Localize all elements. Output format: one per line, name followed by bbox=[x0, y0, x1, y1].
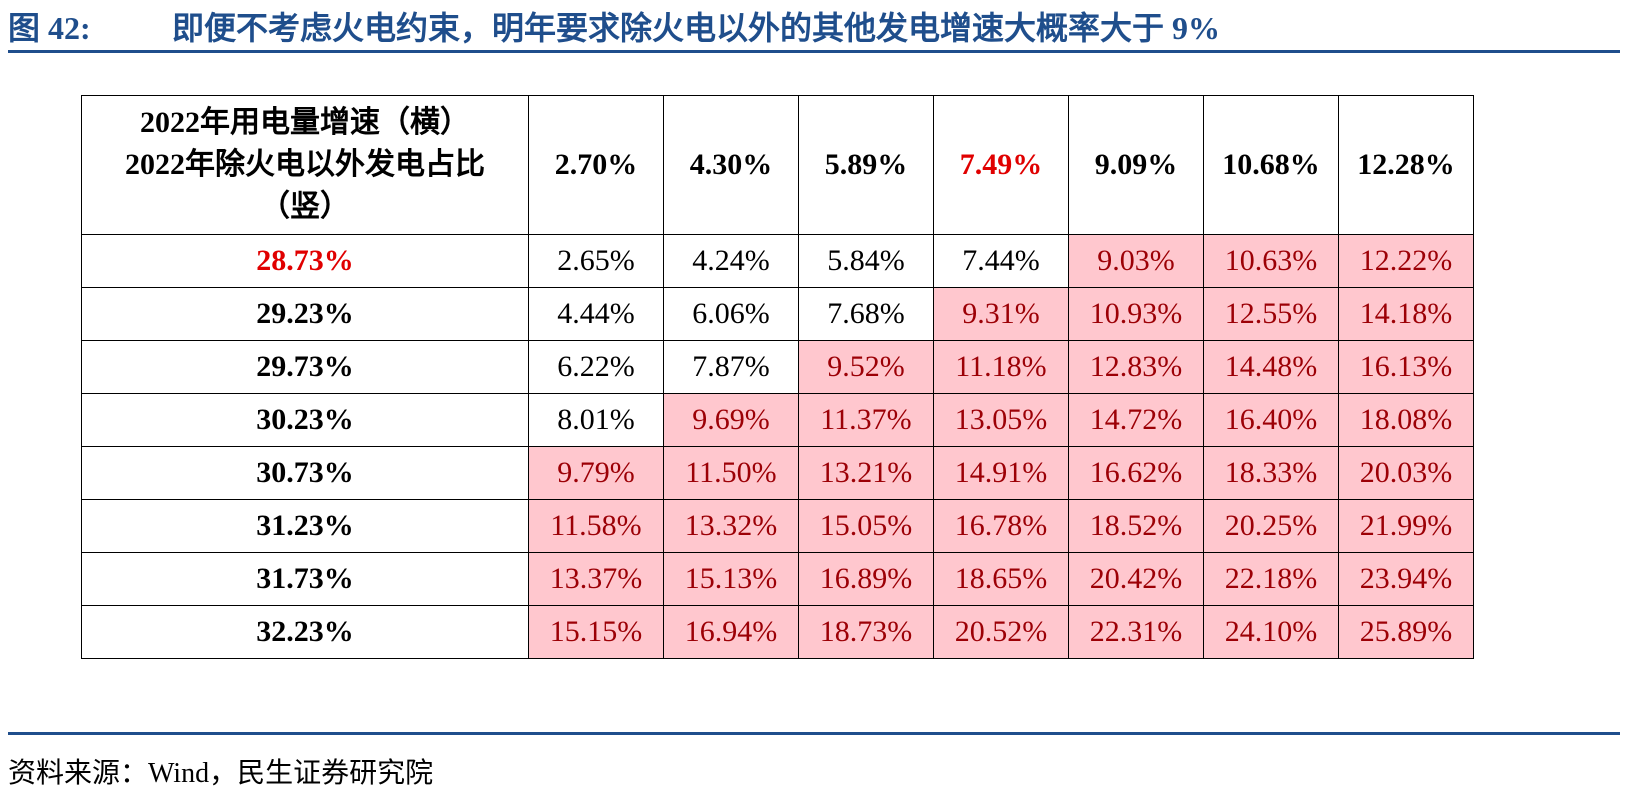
table-cell-r5-c0: 11.58% bbox=[528, 499, 664, 553]
table-cell-r5-c5: 20.25% bbox=[1203, 499, 1339, 553]
table-cell-r7-c3: 20.52% bbox=[933, 605, 1069, 659]
table-cell-r5-c3: 16.78% bbox=[933, 499, 1069, 553]
table-cell-r6-c6: 23.94% bbox=[1338, 552, 1474, 606]
row-header-7: 32.23% bbox=[81, 605, 529, 659]
table-cell-r4-c6: 20.03% bbox=[1338, 446, 1474, 500]
row-header-5: 31.23% bbox=[81, 499, 529, 553]
column-header-5: 10.68% bbox=[1203, 95, 1339, 235]
table-cell-r2-c1: 7.87% bbox=[663, 340, 799, 394]
corner-label-line-2: 2022年除火电以外发电占比 bbox=[125, 148, 485, 181]
table-cell-r0-c1: 4.24% bbox=[663, 234, 799, 288]
sensitivity-table-body: 2022年用电量增速（横） 2022年除火电以外发电占比 （竖） 2.70% 4.… bbox=[81, 95, 1474, 659]
figure-title-bar: 图 42: 即便不考虑火电约束，明年要求除火电以外的其他发电增速大概率大于 9% bbox=[8, 6, 1620, 53]
table-cell-r1-c0: 4.44% bbox=[528, 287, 664, 341]
source-note: 资料来源：Wind，民生证券研究院 bbox=[8, 758, 434, 789]
table-cell-r2-c6: 16.13% bbox=[1338, 340, 1474, 394]
corner-header-cell: 2022年用电量增速（横） 2022年除火电以外发电占比 （竖） bbox=[81, 95, 529, 235]
table-cell-r2-c3: 11.18% bbox=[933, 340, 1069, 394]
row-header-6: 31.73% bbox=[81, 552, 529, 606]
table-row: 31.23% 11.58% 13.32% 15.05% 16.78% 18.52% 20.2… bbox=[81, 499, 1474, 553]
table-cell-r7-c1: 16.94% bbox=[663, 605, 799, 659]
corner-label-line-3: （竖） bbox=[260, 190, 350, 223]
table-cell-r1-c3: 9.31% bbox=[933, 287, 1069, 341]
table-cell-r5-c6: 21.99% bbox=[1338, 499, 1474, 553]
column-header-4: 9.09% bbox=[1068, 95, 1204, 235]
table-cell-r3-c0: 8.01% bbox=[528, 393, 664, 447]
table-cell-r4-c4: 16.62% bbox=[1068, 446, 1204, 500]
table-cell-r4-c3: 14.91% bbox=[933, 446, 1069, 500]
table-cell-r4-c0: 9.79% bbox=[528, 446, 664, 500]
table-cell-r2-c5: 14.48% bbox=[1203, 340, 1339, 394]
corner-label-line-1: 2022年用电量增速（横） bbox=[140, 106, 470, 139]
table-cell-r4-c1: 11.50% bbox=[663, 446, 799, 500]
table-cell-r7-c6: 25.89% bbox=[1338, 605, 1474, 659]
table-cell-r6-c0: 13.37% bbox=[528, 552, 664, 606]
table-cell-r6-c2: 16.89% bbox=[798, 552, 934, 606]
table-row: 29.23% 4.44% 6.06% 7.68% 9.31% 10.93% 12.55% 14… bbox=[81, 287, 1474, 341]
table-cell-r3-c3: 13.05% bbox=[933, 393, 1069, 447]
figure-title: 即便不考虑火电约束，明年要求除火电以外的其他发电增速大概率大于 9% bbox=[172, 10, 1221, 46]
table-cell-r6-c4: 20.42% bbox=[1068, 552, 1204, 606]
table-cell-r0-c2: 5.84% bbox=[798, 234, 934, 288]
table-cell-r4-c2: 13.21% bbox=[798, 446, 934, 500]
table-cell-r1-c6: 14.18% bbox=[1338, 287, 1474, 341]
table-cell-r3-c2: 11.37% bbox=[798, 393, 934, 447]
table-cell-r3-c4: 14.72% bbox=[1068, 393, 1204, 447]
column-header-1: 4.30% bbox=[663, 95, 799, 235]
table-cell-r7-c0: 15.15% bbox=[528, 605, 664, 659]
row-header-2: 29.73% bbox=[81, 340, 529, 394]
figure-label: 图 42: bbox=[8, 10, 91, 46]
table-cell-r3-c1: 9.69% bbox=[663, 393, 799, 447]
table-cell-r7-c4: 22.31% bbox=[1068, 605, 1204, 659]
table-row: 30.23% 8.01% 9.69% 11.37% 13.05% 14.72% 16.40%… bbox=[81, 393, 1474, 447]
table-cell-r1-c1: 6.06% bbox=[663, 287, 799, 341]
table-cell-r1-c4: 10.93% bbox=[1068, 287, 1204, 341]
column-header-3: 7.49% bbox=[933, 95, 1069, 235]
table-cell-r6-c1: 15.13% bbox=[663, 552, 799, 606]
table-cell-r5-c1: 13.32% bbox=[663, 499, 799, 553]
sensitivity-table: 2022年用电量增速（横） 2022年除火电以外发电占比 （竖） 2.70% 4.… bbox=[81, 95, 1474, 659]
column-header-6: 12.28% bbox=[1338, 95, 1474, 235]
table-cell-r6-c3: 18.65% bbox=[933, 552, 1069, 606]
table-row: 29.73% 6.22% 7.87% 9.52% 11.18% 12.83% 14.48% 1… bbox=[81, 340, 1474, 394]
bottom-divider bbox=[8, 732, 1620, 735]
table-cell-r1-c5: 12.55% bbox=[1203, 287, 1339, 341]
table-cell-r0-c6: 12.22% bbox=[1338, 234, 1474, 288]
table-row: 31.73% 13.37% 15.13% 16.89% 18.65% 20.42% 22.1… bbox=[81, 552, 1474, 606]
table-cell-r3-c6: 18.08% bbox=[1338, 393, 1474, 447]
column-header-0: 2.70% bbox=[528, 95, 664, 235]
column-header-2: 5.89% bbox=[798, 95, 934, 235]
table-row: 32.23% 15.15% 16.94% 18.73% 20.52% 22.31% 24.1… bbox=[81, 605, 1474, 659]
table-cell-r4-c5: 18.33% bbox=[1203, 446, 1339, 500]
table-cell-r0-c4: 9.03% bbox=[1068, 234, 1204, 288]
table-cell-r3-c5: 16.40% bbox=[1203, 393, 1339, 447]
row-header-0: 28.73% bbox=[81, 234, 529, 288]
table-header-row: 2022年用电量增速（横） 2022年除火电以外发电占比 （竖） 2.70% 4.… bbox=[81, 95, 1474, 235]
table-cell-r2-c2: 9.52% bbox=[798, 340, 934, 394]
table-cell-r2-c0: 6.22% bbox=[528, 340, 664, 394]
table-cell-r2-c4: 12.83% bbox=[1068, 340, 1204, 394]
row-header-3: 30.23% bbox=[81, 393, 529, 447]
table-cell-r7-c5: 24.10% bbox=[1203, 605, 1339, 659]
table-cell-r6-c5: 22.18% bbox=[1203, 552, 1339, 606]
table-cell-r1-c2: 7.68% bbox=[798, 287, 934, 341]
row-header-1: 29.23% bbox=[81, 287, 529, 341]
table-cell-r0-c3: 7.44% bbox=[933, 234, 1069, 288]
row-header-4: 30.73% bbox=[81, 446, 529, 500]
table-row: 28.73% 2.65% 4.24% 5.84% 7.44% 9.03% 10.63% 12.… bbox=[81, 234, 1474, 288]
table-cell-r0-c0: 2.65% bbox=[528, 234, 664, 288]
table-cell-r7-c2: 18.73% bbox=[798, 605, 934, 659]
table-cell-r5-c2: 15.05% bbox=[798, 499, 934, 553]
table-cell-r5-c4: 18.52% bbox=[1068, 499, 1204, 553]
table-cell-r0-c5: 10.63% bbox=[1203, 234, 1339, 288]
table-row: 30.73% 9.79% 11.50% 13.21% 14.91% 16.62% 18.33… bbox=[81, 446, 1474, 500]
